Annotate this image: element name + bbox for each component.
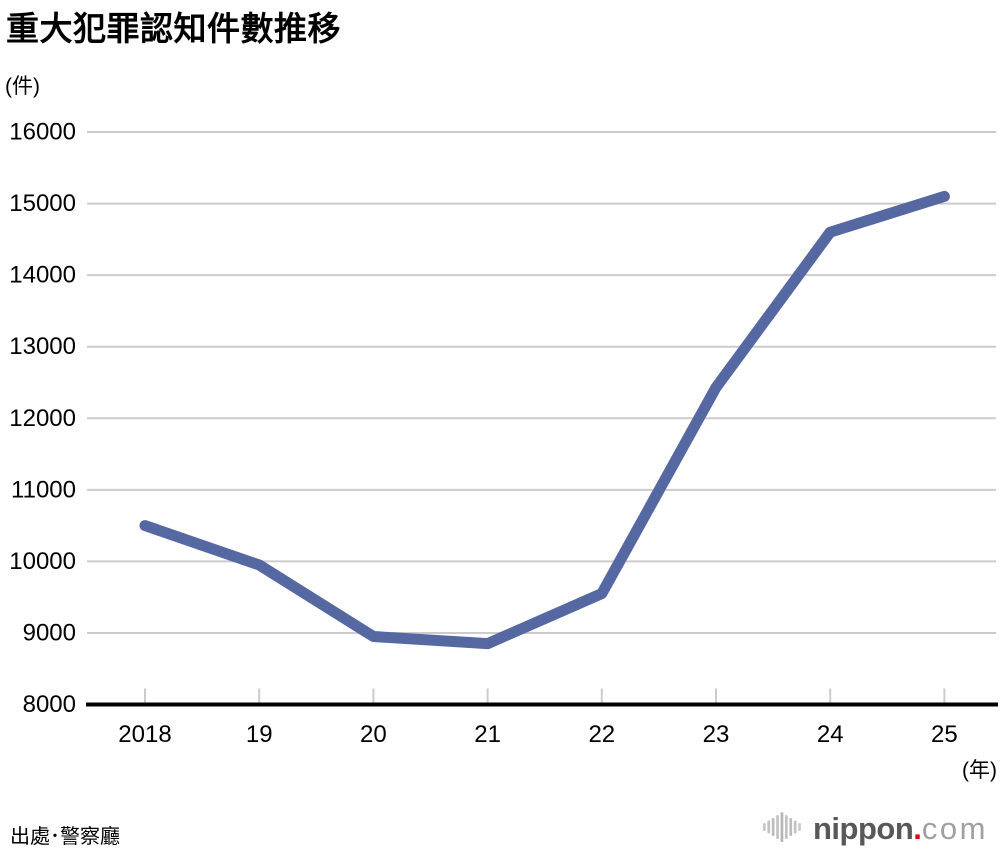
logo-text-com: com — [921, 811, 988, 846]
y-tick-label: 12000 — [9, 405, 76, 432]
x-tick-label: 22 — [588, 721, 615, 748]
x-tick-label: 20 — [360, 721, 387, 748]
x-tick-label: 2018 — [118, 721, 171, 748]
y-tick-label: 14000 — [9, 262, 76, 289]
logo-text-nippon: nippon — [813, 811, 914, 846]
y-tick-label: 16000 — [9, 119, 76, 146]
x-tick-label: 21 — [474, 721, 501, 748]
chart-title: 重大犯罪認知件數推移 — [6, 10, 341, 47]
x-axis-unit-label: (年) — [962, 759, 997, 782]
y-tick-label: 11000 — [11, 476, 76, 503]
x-tick-label: 19 — [246, 721, 273, 748]
nippon-logo-text: nippon.com — [813, 812, 988, 846]
y-tick-label: 9000 — [23, 619, 76, 646]
x-tick-label: 23 — [703, 721, 730, 748]
source-label: 出處･警察廳 — [10, 826, 120, 848]
y-tick-label: 10000 — [9, 548, 76, 575]
data-line — [139, 190, 950, 650]
y-tick-label: 8000 — [23, 691, 76, 718]
y-tick-label: 15000 — [9, 190, 76, 217]
logo-red-dot: . — [913, 811, 922, 846]
x-tick-label: 24 — [817, 721, 844, 748]
nippon-logo: nippon.com — [763, 806, 988, 846]
x-tick-label: 25 — [931, 721, 958, 748]
y-axis-unit-label: (件) — [5, 75, 40, 98]
line-chart: 8000 9000 10000 11000 12000 13000 14000 15000 16… — [9, 119, 998, 782]
nippon-logo-bars-icon — [763, 812, 801, 842]
y-tick-label: 13000 — [9, 333, 76, 360]
